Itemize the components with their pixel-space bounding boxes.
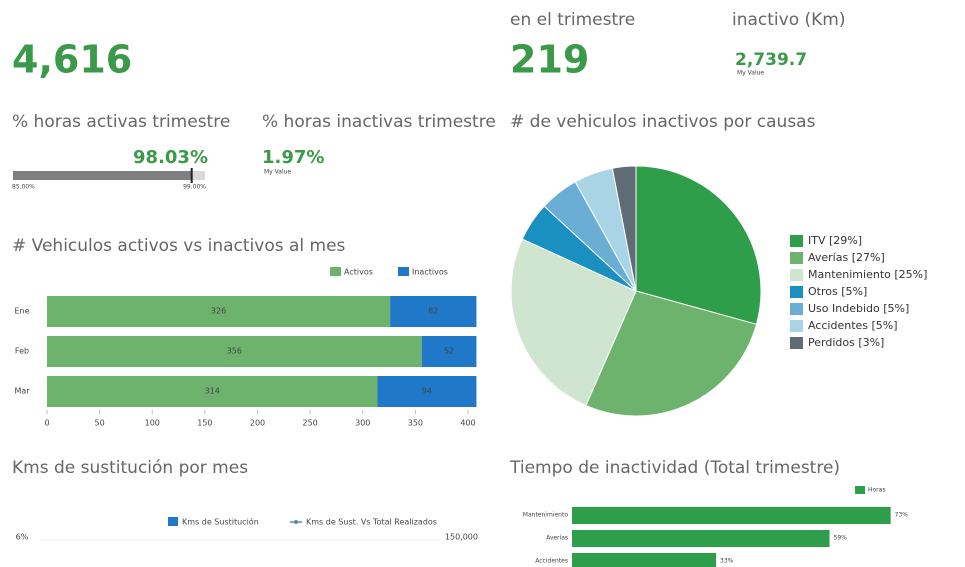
legend-label: Inactivos xyxy=(412,268,448,277)
gauge-bar xyxy=(13,171,192,180)
x-tick-label: 400 xyxy=(460,419,475,428)
legend-swatch xyxy=(790,286,803,298)
x-tick-label: 200 xyxy=(250,419,265,428)
y-tick-label: Averías xyxy=(546,535,568,542)
legend-label: Otros [5%] xyxy=(808,285,867,298)
y-tick-label: Ene xyxy=(14,307,29,316)
y2-tick-label: 150,000 xyxy=(445,533,478,542)
kpi-value: 4,616 xyxy=(12,38,132,82)
legend-dot xyxy=(294,520,298,524)
y-tick-label: Mantenimiento xyxy=(523,512,569,519)
pie-slice xyxy=(611,165,637,292)
bar xyxy=(572,507,891,524)
x-tick-label: 100 xyxy=(145,419,160,428)
bar-label: 326 xyxy=(211,307,226,316)
bar-label: 59% xyxy=(834,535,848,542)
bar-label: 73% xyxy=(895,512,909,519)
chart-title: Kms de sustitución por mes xyxy=(12,458,248,478)
x-tick-label: 50 xyxy=(95,419,105,428)
chart-title: Tiempo de inactividad (Total trimestre) xyxy=(509,458,840,478)
kpi-value: 1.97% xyxy=(262,147,324,168)
kpi-note: My Value xyxy=(264,169,291,176)
kpi-value: 2,739.7 xyxy=(735,50,807,70)
x-tick-label: 0 xyxy=(44,419,49,428)
pie-slice xyxy=(585,290,758,417)
bar xyxy=(47,376,378,407)
legend-label: Horas xyxy=(868,487,885,494)
bar xyxy=(390,296,477,327)
legend-swatch xyxy=(790,337,803,349)
legend-label: Mantenimiento [25%] xyxy=(808,268,927,281)
bar xyxy=(47,336,422,367)
gauge-title: % horas activas trimestre xyxy=(12,112,230,132)
legend-swatch xyxy=(790,303,803,315)
legend-swatch xyxy=(330,267,341,276)
bar xyxy=(572,530,830,547)
x-tick-label: 350 xyxy=(408,419,423,428)
x-tick-label: 150 xyxy=(197,419,212,428)
legend-label: ITV [29%] xyxy=(808,234,862,247)
bar xyxy=(377,376,477,407)
legend-swatch xyxy=(790,320,803,332)
legend-label: Uso Indebido [5%] xyxy=(808,302,909,315)
x-tick-label: 250 xyxy=(302,419,317,428)
legend-label: Kms de Sust. Vs Total Realizados xyxy=(306,518,437,527)
x-tick-label: 300 xyxy=(355,419,370,428)
legend-swatch xyxy=(168,517,178,526)
bar xyxy=(572,553,717,567)
kpi-label: % horas inactivas trimestre xyxy=(262,112,496,132)
kpi-note: My Value xyxy=(737,70,764,77)
kpi-label: inactivo (Km) xyxy=(732,10,846,30)
legend-swatch xyxy=(790,235,803,247)
gauge-max: 99.00% xyxy=(183,184,206,191)
legend-swatch xyxy=(855,486,865,494)
kpi-label: en el trimestre xyxy=(510,10,635,30)
kpi-value: 219 xyxy=(510,38,589,82)
bar-label: 356 xyxy=(227,347,242,356)
legend-label: Activos xyxy=(344,268,373,277)
legend-swatch xyxy=(398,267,409,276)
pie-slice xyxy=(635,165,762,325)
legend-label: Accidentes [5%] xyxy=(808,319,898,332)
bar xyxy=(421,336,477,367)
y-tick-label: Feb xyxy=(15,347,29,356)
bar-label: 94 xyxy=(422,387,432,396)
bar-label: 33% xyxy=(720,558,734,565)
legend-label: Kms de Sustitución xyxy=(182,517,259,527)
bar-label: 52 xyxy=(444,347,454,356)
bar-label: 314 xyxy=(205,387,220,396)
y-tick-label: 6% xyxy=(16,533,29,542)
legend-swatch xyxy=(790,269,803,281)
chart-title: # de vehiculos inactivos por causas xyxy=(510,112,816,132)
y-tick-label: Mar xyxy=(14,387,30,396)
legend-swatch xyxy=(790,252,803,264)
chart-title: # Vehiculos activos vs inactivos al mes xyxy=(12,236,346,256)
legend-label: Averías [27%] xyxy=(808,251,885,264)
gauge-min: 85.00% xyxy=(12,184,35,191)
bar-label: 82 xyxy=(428,307,438,316)
gauge-value: 98.03% xyxy=(133,147,208,168)
bar xyxy=(47,296,391,327)
pie-slice xyxy=(510,238,637,407)
legend-label: Perdidos [3%] xyxy=(808,336,884,349)
y-tick-label: Accidentes xyxy=(535,558,568,565)
